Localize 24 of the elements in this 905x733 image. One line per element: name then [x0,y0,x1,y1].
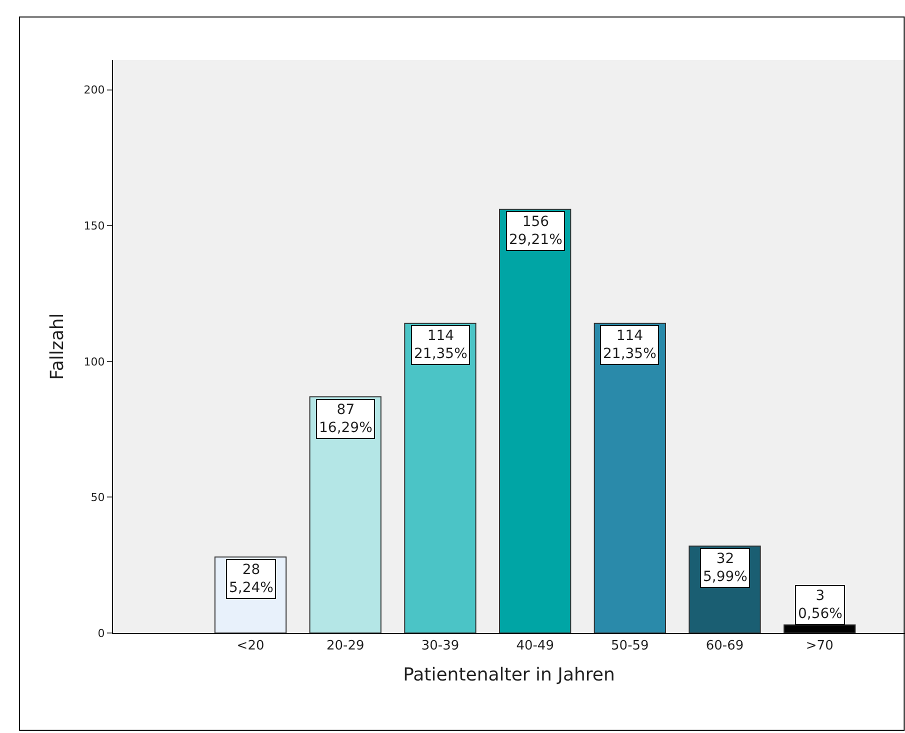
data-label: 28 5,24% [229,562,274,596]
y-tick-label: 0 [98,626,105,640]
data-label: 114 21,35% [603,328,656,362]
y-axis-title: Fallzahl [47,313,68,380]
x-tick-label: 40-49 [516,638,554,654]
data-label: 32 5,99% [703,551,748,586]
x-tick-label: 20-29 [326,638,364,654]
data-label: 3 0,56% [798,588,842,622]
x-tick-label: 50-59 [611,638,649,654]
bar [499,208,572,633]
y-tick-label: 150 [84,220,105,232]
bar [404,322,476,633]
x-tick-label: 60-69 [706,638,744,654]
y-tick-label: 50 [90,491,105,504]
x-tick-label: >70 [806,638,834,654]
x-axis-title: Patientenalter in Jahren [403,664,615,686]
data-label: 156 29,21% [509,214,562,248]
data-label: 114 21,35% [414,328,468,362]
x-tick-label: <20 [236,638,264,654]
y-tick-label: 200 [84,84,105,97]
y-tick-label: 100 [84,355,105,368]
bar [594,322,666,633]
data-label: 87 16,29% [319,402,372,436]
x-tick-label: 30-39 [421,638,460,654]
